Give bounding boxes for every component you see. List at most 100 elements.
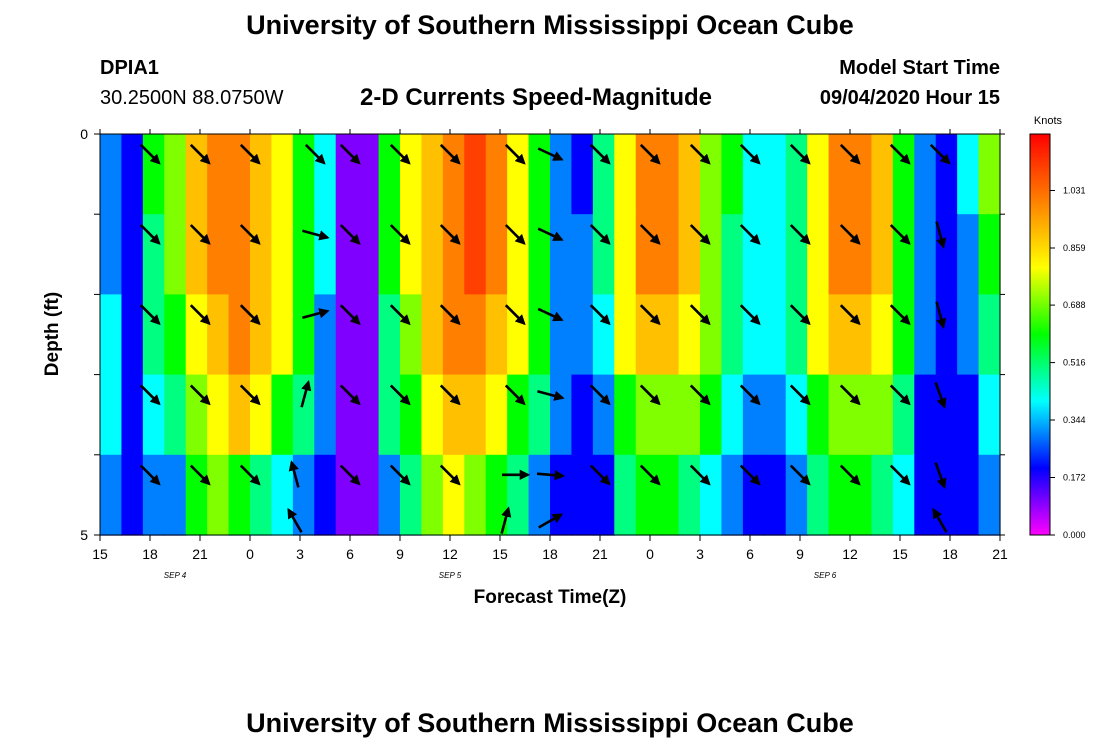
heat-cell [421,374,444,456]
heat-cell [250,294,273,376]
heat-cell [571,214,594,295]
current-arrow [689,384,711,406]
current-arrow [839,224,861,245]
current-arrow [934,462,947,489]
heat-cell [228,454,251,536]
heat-cell [121,214,144,295]
heat-cell [314,214,337,295]
heat-cell [550,214,573,295]
current-arrow [789,224,811,245]
current-arrow [439,304,461,326]
heat-cell [378,374,401,456]
heat-cell [828,374,851,456]
heat-cell [142,134,165,215]
current-arrow [288,460,300,488]
heat-cell [721,374,744,456]
heat-cell [292,374,315,456]
current-arrow [589,304,611,326]
heat-cell [678,374,701,456]
colorbar-label: 0.344 [1063,415,1086,425]
heat-cell [614,134,637,215]
heat-cell [785,134,808,215]
current-arrow [839,464,861,486]
heat-cell [164,294,187,376]
heat-cell [357,294,380,376]
colorbar-label: 0.859 [1063,243,1086,253]
heat-cell [400,214,423,295]
current-arrow [932,507,948,533]
current-arrow [538,513,564,529]
heat-cell [592,374,615,456]
heat-cell [507,454,530,536]
heat-cell [250,374,273,456]
current-arrow [537,147,564,161]
x-tick-label: 3 [696,546,704,562]
current-arrow [889,143,911,165]
heat-cell [314,134,337,215]
heat-cell [100,214,123,295]
heat-cell [400,134,423,215]
heat-cell [957,214,980,295]
heat-cell [121,134,144,215]
heat-cell [314,454,337,536]
current-arrow [339,384,361,406]
colorbar: Knots 1.031 0.859 0.688 0.516 0.344 0.172 0.00… [1029,115,1086,540]
station-coordinates: 30.2500N 88.0750W [100,87,284,109]
current-arrow [500,506,512,534]
current-arrow [789,464,811,486]
heat-cell [528,134,551,215]
current-arrow [889,464,911,486]
current-arrow [839,384,861,406]
heat-cell [335,454,358,536]
heat-cell [571,294,594,376]
heat-cell [935,134,958,215]
heat-cell [914,134,937,215]
heat-cell [142,294,165,376]
current-arrow [504,143,526,165]
heat-cell [550,374,573,456]
x-tick-label: 12 [442,546,458,562]
x-tick-label: 9 [396,546,404,562]
current-arrow [739,143,761,165]
current-arrow [639,224,661,245]
heat-cell [657,214,680,295]
x-tick-label: 0 [246,546,254,562]
current-arrow [929,143,951,165]
heat-cell [207,134,230,215]
heat-cell [507,374,530,456]
date-label: SEP 6 [814,571,837,580]
heat-cell [871,134,894,215]
heat-cell [271,294,294,376]
heat-cell [914,294,937,376]
heat-cell [250,454,273,536]
heat-cell [807,134,830,215]
heat-cell [592,134,615,215]
x-tick-label: 0 [646,546,654,562]
y-tick-label: 0 [80,126,88,142]
colorbar-label: 1.031 [1063,186,1086,196]
heat-cell [914,214,937,295]
heat-cell [464,134,487,215]
x-tick-label: 6 [346,546,354,562]
x-tick-label: 21 [592,546,608,562]
heat-cell [528,294,551,376]
heat-cell [335,134,358,215]
colorbar-label: 0.000 [1063,530,1086,540]
heat-cell [742,134,765,215]
current-arrow [689,224,711,245]
heat-cell [721,294,744,376]
heat-cell [635,134,658,215]
heat-cell [678,454,701,536]
heat-cell [700,454,723,536]
heat-cell [207,214,230,295]
heat-cell [442,454,465,536]
current-arrow [239,464,261,486]
current-arrow [889,304,911,326]
heat-cell [850,214,873,295]
heat-cell [485,134,508,215]
current-arrow [339,143,361,165]
heat-cell [978,134,1001,215]
heat-cell [100,374,123,456]
heat-cell [892,134,915,215]
heat-cell [828,294,851,376]
